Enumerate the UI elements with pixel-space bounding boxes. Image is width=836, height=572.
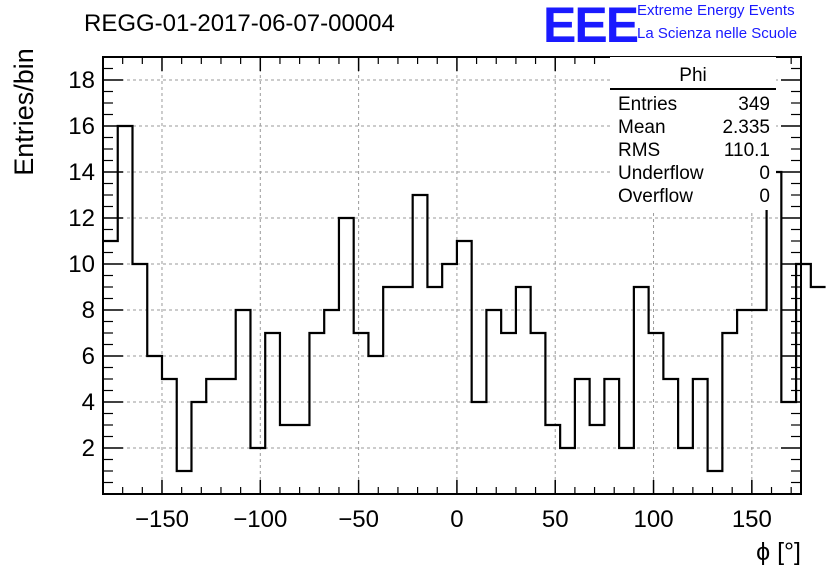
stats-value: 349 (738, 94, 770, 115)
histogram-bin (339, 218, 354, 494)
y-tick-label: 10 (68, 251, 95, 278)
histogram-bin (708, 471, 723, 494)
histogram-bin (324, 310, 339, 494)
histogram-bin (398, 287, 413, 494)
histogram-bin (486, 310, 501, 494)
histogram-bin (354, 333, 369, 494)
y-tick-label: 12 (68, 205, 95, 232)
histogram-bin (767, 172, 782, 494)
stats-label: RMS (618, 140, 660, 161)
y-tick-label: 14 (68, 159, 95, 186)
x-tick-label: 150 (732, 506, 772, 533)
stats-background (610, 57, 776, 210)
histogram-bin (280, 425, 295, 494)
axis-ticks (103, 57, 801, 494)
histogram-bin (383, 287, 398, 494)
x-tick-label: 50 (542, 506, 569, 533)
histogram-bin (634, 287, 649, 494)
histogram-bin (678, 448, 693, 494)
histogram-bin (442, 264, 457, 494)
eee-logo: EEE (543, 0, 639, 53)
stats-label: Overflow (618, 186, 693, 207)
histogram-bin (457, 241, 472, 494)
y-tick-label: 8 (82, 297, 95, 324)
stats-value: 0 (759, 163, 770, 184)
histogram-bin (309, 333, 324, 494)
histogram-bin (604, 379, 619, 494)
histogram-bin (752, 310, 767, 494)
histogram-bin (663, 379, 678, 494)
histogram-bin (619, 448, 634, 494)
histogram-bin (191, 402, 206, 494)
chart-title: REGG-01-2017-06-07-00004 (84, 10, 395, 37)
histogram-bin (236, 310, 251, 494)
stats-value: 2.335 (722, 117, 770, 138)
logo-line-2: La Scienza nelle Scuole (637, 25, 798, 42)
y-tick-label: 2 (82, 435, 95, 462)
histogram-bin (575, 379, 590, 494)
histogram-bin (147, 356, 162, 494)
y-tick-label: 18 (68, 67, 95, 94)
histogram-bin (413, 195, 428, 494)
histogram-bin (162, 379, 177, 494)
histogram-bin (560, 448, 575, 494)
histogram-bin (531, 333, 546, 494)
histogram-bin (250, 448, 265, 494)
y-tick-label: 6 (82, 343, 95, 370)
histogram-bin (472, 402, 487, 494)
x-tick-label: −150 (135, 506, 189, 533)
stats-label: Mean (618, 117, 666, 138)
x-tick-label: −100 (233, 506, 287, 533)
histogram-bin (501, 333, 516, 494)
histogram-bin (722, 333, 737, 494)
histogram-bin (132, 264, 147, 494)
x-axis-label: ϕ [°] (756, 538, 801, 566)
histogram-bin (649, 333, 664, 494)
tick-labels: −150 −100 −50 0 50 100 150 2 4 6 8 10 12 14 16 18 (68, 67, 772, 533)
histogram-marks (103, 124, 826, 494)
histogram-bin (693, 379, 708, 494)
logo-line-1: Extreme Energy Events (637, 2, 795, 19)
histogram-bin (545, 425, 560, 494)
stats-value: 0 (759, 186, 770, 207)
histogram-bin (427, 287, 442, 494)
y-axis-label: Entries/bin (9, 48, 39, 176)
histogram-bin (516, 287, 531, 494)
histogram-bin (265, 333, 280, 494)
histogram-outline (103, 124, 826, 473)
histogram-bin (368, 356, 383, 494)
x-tick-label: 100 (634, 506, 674, 533)
x-tick-label: 0 (450, 506, 463, 533)
stats-label: Entries (618, 94, 677, 115)
histogram-bin (221, 379, 236, 494)
y-tick-label: 16 (68, 113, 95, 140)
histogram-bin (590, 425, 605, 494)
stats-value: 110.1 (724, 140, 770, 161)
stats-title: Phi (679, 65, 706, 86)
histogram-bin (177, 471, 192, 494)
histogram-bin (206, 379, 221, 494)
stats-label: Underflow (618, 163, 704, 184)
histogram-bin (737, 310, 752, 494)
histogram-bin (811, 287, 826, 494)
y-tick-label: 4 (82, 389, 95, 416)
histogram-bin (295, 425, 310, 494)
x-tick-label: −50 (338, 506, 379, 533)
